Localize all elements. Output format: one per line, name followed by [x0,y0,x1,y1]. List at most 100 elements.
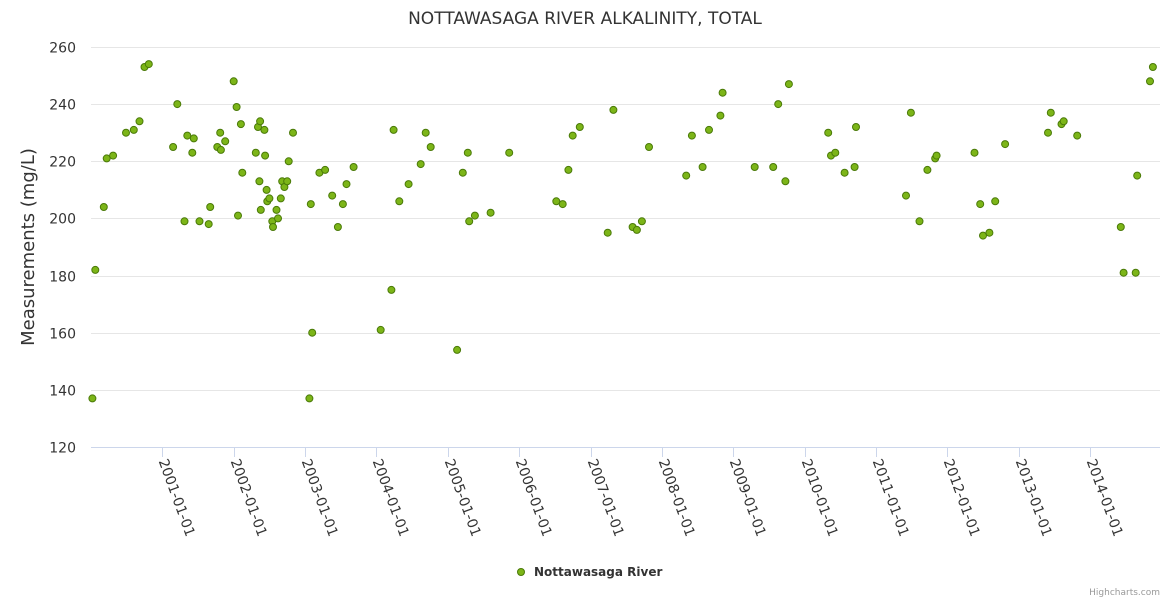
data-point-114[interactable] [1046,108,1055,117]
data-point-14[interactable] [188,148,197,157]
data-point-116[interactable] [1059,117,1068,126]
data-point-98[interactable] [840,168,849,177]
data-point-102[interactable] [906,108,915,117]
data-point-79[interactable] [609,105,618,114]
data-point-50[interactable] [308,328,317,337]
data-point-9[interactable] [144,60,153,69]
data-point-89[interactable] [718,88,727,97]
legend-item-nottawasaga-river[interactable]: Nottawasaga River [534,565,662,579]
data-point-52[interactable] [321,165,330,174]
data-point-121[interactable] [1133,171,1142,180]
data-point-106[interactable] [932,151,941,160]
data-point-99[interactable] [850,163,859,171]
data-point-54[interactable] [333,223,342,231]
data-point-92[interactable] [774,100,783,109]
data-point-3[interactable] [102,154,111,163]
data-point-35[interactable] [262,185,271,194]
data-point-70[interactable] [470,211,479,220]
data-point-32[interactable] [256,205,265,214]
data-point-63[interactable] [416,160,425,169]
data-point-22[interactable] [221,137,230,146]
data-point-88[interactable] [716,111,725,120]
data-point-11[interactable] [173,100,182,109]
data-point-61[interactable] [395,197,404,206]
data-point-76[interactable] [568,131,577,140]
data-point-34[interactable] [261,151,270,160]
data-point-41[interactable] [274,214,282,223]
data-point-82[interactable] [637,217,646,226]
data-point-10[interactable] [169,143,178,151]
data-point-66[interactable] [453,345,462,354]
data-point-37[interactable] [265,194,274,203]
data-point-55[interactable] [338,200,347,209]
credits-link[interactable]: Highcharts.com [1089,588,1160,598]
data-point-94[interactable] [784,80,793,89]
data-point-39[interactable] [269,223,277,231]
data-point-21[interactable] [216,145,225,154]
data-point-113[interactable] [1044,128,1052,137]
data-point-109[interactable] [979,231,987,240]
data-point-85[interactable] [687,131,696,140]
data-point-60[interactable] [389,125,398,134]
data-point-20[interactable] [216,128,225,137]
data-point-65[interactable] [426,143,435,151]
data-point-57[interactable] [349,163,358,171]
data-point-73[interactable] [552,197,561,206]
data-point-64[interactable] [421,128,430,137]
data-point-28[interactable] [251,148,260,157]
data-point-112[interactable] [1001,140,1010,149]
data-point-46[interactable] [284,157,293,166]
data-point-24[interactable] [232,103,241,111]
data-point-30[interactable] [255,177,264,186]
data-point-25[interactable] [234,211,242,220]
data-point-74[interactable] [558,200,567,209]
data-point-59[interactable] [387,285,396,294]
data-point-103[interactable] [915,217,924,226]
data-point-77[interactable] [575,123,584,131]
data-point-13[interactable] [183,131,192,140]
data-point-62[interactable] [404,180,413,189]
data-point-68[interactable] [463,148,472,157]
data-point-17[interactable] [204,220,213,229]
data-point-123[interactable] [1148,63,1157,71]
data-point-86[interactable] [698,163,707,171]
data-point-58[interactable] [376,325,385,334]
data-point-12[interactable] [180,217,189,226]
data-point-33[interactable] [260,125,269,134]
data-point-1[interactable] [91,265,100,274]
data-point-72[interactable] [505,148,514,157]
data-point-120[interactable] [1131,268,1140,277]
data-point-83[interactable] [645,143,653,151]
data-point-110[interactable] [985,228,994,237]
data-point-100[interactable] [852,123,860,131]
data-point-7[interactable] [135,117,144,126]
data-point-2[interactable] [99,203,108,211]
data-point-48[interactable] [305,394,314,403]
data-point-40[interactable] [272,205,281,214]
data-point-23[interactable] [229,77,238,86]
data-point-108[interactable] [976,200,985,209]
data-point-0[interactable] [88,394,97,403]
data-point-42[interactable] [276,194,285,203]
data-point-104[interactable] [923,165,932,174]
data-point-119[interactable] [1119,268,1128,277]
data-point-49[interactable] [306,200,315,209]
data-point-27[interactable] [238,168,247,177]
data-point-81[interactable] [632,225,641,234]
data-point-5[interactable] [122,128,130,137]
data-point-90[interactable] [750,163,759,171]
data-point-118[interactable] [1116,223,1125,231]
data-point-97[interactable] [831,148,840,157]
data-point-18[interactable] [206,203,215,211]
data-point-84[interactable] [682,171,691,180]
data-point-31[interactable] [256,117,265,126]
data-point-78[interactable] [603,228,612,237]
data-point-111[interactable] [991,197,1000,206]
data-point-107[interactable] [970,148,979,157]
data-point-75[interactable] [564,165,573,174]
data-point-91[interactable] [769,163,778,171]
data-point-26[interactable] [236,120,245,129]
data-point-15[interactable] [189,134,198,143]
data-point-69[interactable] [465,217,474,226]
data-point-67[interactable] [458,168,467,177]
